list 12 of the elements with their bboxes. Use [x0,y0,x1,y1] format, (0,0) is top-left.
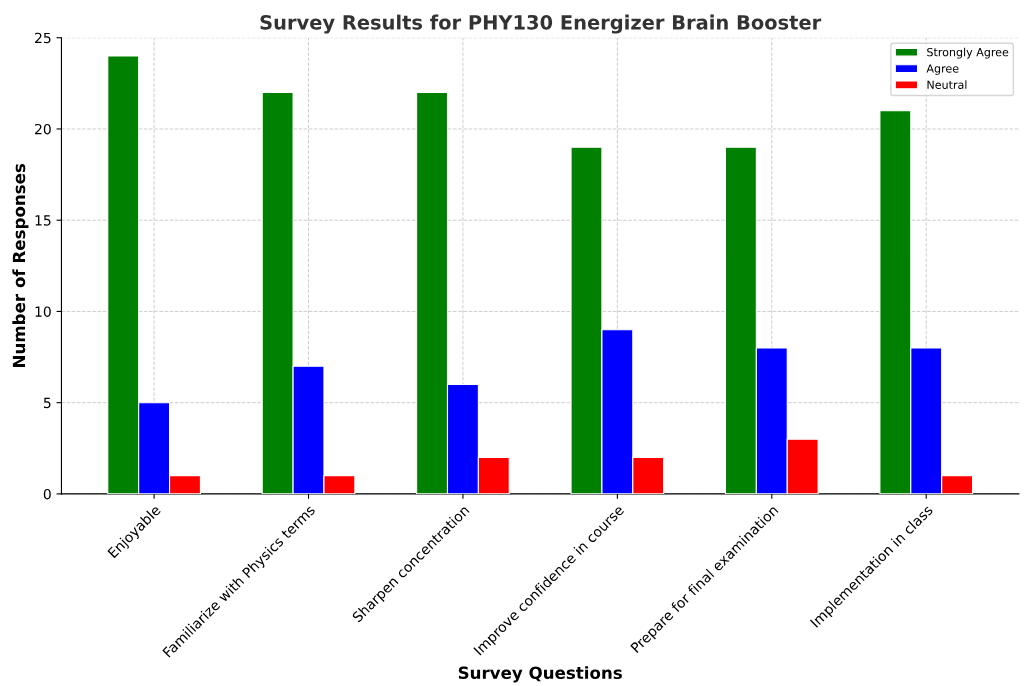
x-axis-title: Survey Questions [458,666,622,683]
legend-label: Neutral [927,80,967,89]
y-axis-title: Number of Responses [12,163,29,367]
y-tick-label: 10 [35,306,51,317]
y-tick-label: 25 [35,32,51,44]
legend-label: Strongly Agree [927,47,1009,59]
chart-title: Survey Results for PHY130 Energizer Brain Booster [260,14,822,34]
y-tick-label: 5 [43,397,51,409]
legend-label: Agree [926,64,959,75]
y-tick-label: 15 [35,215,51,226]
y-tick-label: 0 [43,488,51,500]
y-tick-label: 20 [35,123,51,135]
